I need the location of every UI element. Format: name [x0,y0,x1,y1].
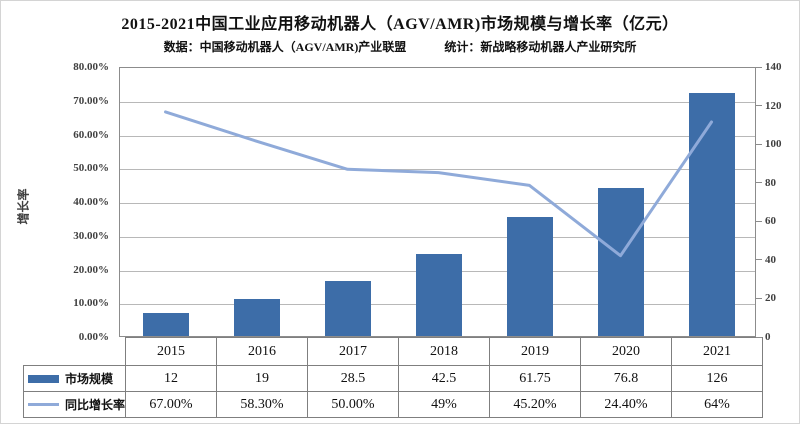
gridline [120,236,755,238]
left-axis-label-60.00%: 60.00% [73,128,109,141]
right-axis-tick [756,259,762,261]
right-axis-label-40: 40 [765,253,776,266]
bar-2020 [597,187,644,336]
right-axis-label-0: 0 [765,331,771,343]
right-axis-tick [756,143,762,145]
left-axis-label-80.00%: 80.00% [73,61,109,73]
bar-series-key-icon [28,374,59,383]
year-cell-2019: 2019 [489,337,582,366]
growth-rate-cell-2021: 64% [671,391,764,418]
right-axis-label-100: 100 [765,138,782,151]
year-cell-2020: 2020 [580,337,673,366]
growth-rate-cell-2019: 45.20% [489,391,582,418]
legend-label: 同比增长率 [65,398,126,412]
data-table-grid: 2015 2016 2017 2018 2019 2020 2021 市场规模 12 19 28.5… [22,337,764,418]
series-row-growth-rate: 同比增长率 67.00% 58.30% 50.00% 49% 45.20% 24.40% 64… [22,391,764,418]
right-axis-tick [756,182,762,184]
growth-rate-cell-2018: 49% [398,391,491,418]
line-series-key-icon [28,403,59,406]
legend-growth-rate: 同比增长率 [22,391,127,418]
right-axis-tick [756,66,762,68]
bar-2017 [324,281,371,336]
right-axis-tick [756,105,762,107]
growth-rate-cell-2020: 24.40% [580,391,673,418]
market-size-cell-2016: 19 [216,365,309,392]
year-cell-2015: 2015 [125,337,218,366]
bar-2021 [688,93,735,336]
right-axis-label-60: 60 [765,215,776,228]
gridline [120,135,755,137]
left-axis-label-20.00%: 20.00% [73,263,109,276]
year-cell-2016: 2016 [216,337,309,366]
gridline [120,101,755,103]
market-size-cell-2015: 12 [125,365,218,392]
left-axis-title: 增长率 [16,188,31,225]
right-axis-tick [756,336,762,338]
gridline [120,203,755,204]
right-axis-label-80: 80 [765,176,776,189]
right-axis-label-140: 140 [765,61,782,73]
left-axis-label-10.00%: 10.00% [73,297,109,310]
year-cell-2021: 2021 [671,337,764,366]
legend-market-size: 市场规模 [22,365,127,392]
right-axis-label-20: 20 [765,292,776,305]
chart-subtitle: 数据：中国移动机器人（AGV/AMR)产业联盟 统计：新战略移动机器人产业研究所 [1,38,799,55]
bar-2019 [506,216,553,336]
left-axis-label-0.00%: 0.00% [78,331,109,343]
series-row-market-size: 市场规模 12 19 28.5 42.5 61.75 76.8 126 [22,365,764,392]
plot-area [119,67,756,337]
market-size-cell-2019: 61.75 [489,365,582,392]
subtitle-stats-source: 统计：新战略移动机器人产业研究所 [444,40,637,54]
market-size-cell-2020: 76.8 [580,365,673,392]
left-axis-label-30.00%: 30.00% [73,229,109,242]
market-size-cell-2021: 126 [671,365,764,392]
right-axis-tick [756,297,762,299]
bar-2015 [142,312,189,336]
year-row: 2015 2016 2017 2018 2019 2020 2021 [24,337,764,366]
left-axis-label-50.00%: 50.00% [73,162,109,175]
gridline [120,169,755,171]
legend-inner: 市场规模 [25,370,125,387]
year-cell-2017: 2017 [307,337,400,366]
left-axis-label-70.00%: 70.00% [73,94,109,107]
right-axis-tick [756,220,762,222]
growth-rate-cell-2017: 50.00% [307,391,400,418]
growth-rate-cell-2015: 67.00% [125,391,218,418]
market-size-cell-2018: 42.5 [398,365,491,392]
growth-rate-line [164,110,713,258]
legend-label: 市场规模 [65,372,114,386]
bar-2018 [415,254,462,336]
right-axis-label-120: 120 [765,99,782,112]
left-axis-label-40.00%: 40.00% [73,196,109,208]
data-table: 2015 2016 2017 2018 2019 2020 2021 市场规模 12 19 28.5… [22,337,764,418]
subtitle-data-source: 数据：中国移动机器人（AGV/AMR)产业联盟 [163,40,407,54]
legend-inner: 同比增长率 [25,396,126,413]
bar-2016 [233,299,280,336]
chart-title: 2015-2021中国工业应用移动机器人（AGV/AMR)市场规模与增长率（亿元… [121,16,679,33]
market-size-cell-2017: 28.5 [307,365,400,392]
growth-rate-cell-2016: 58.30% [216,391,309,418]
year-cell-2018: 2018 [398,337,491,366]
